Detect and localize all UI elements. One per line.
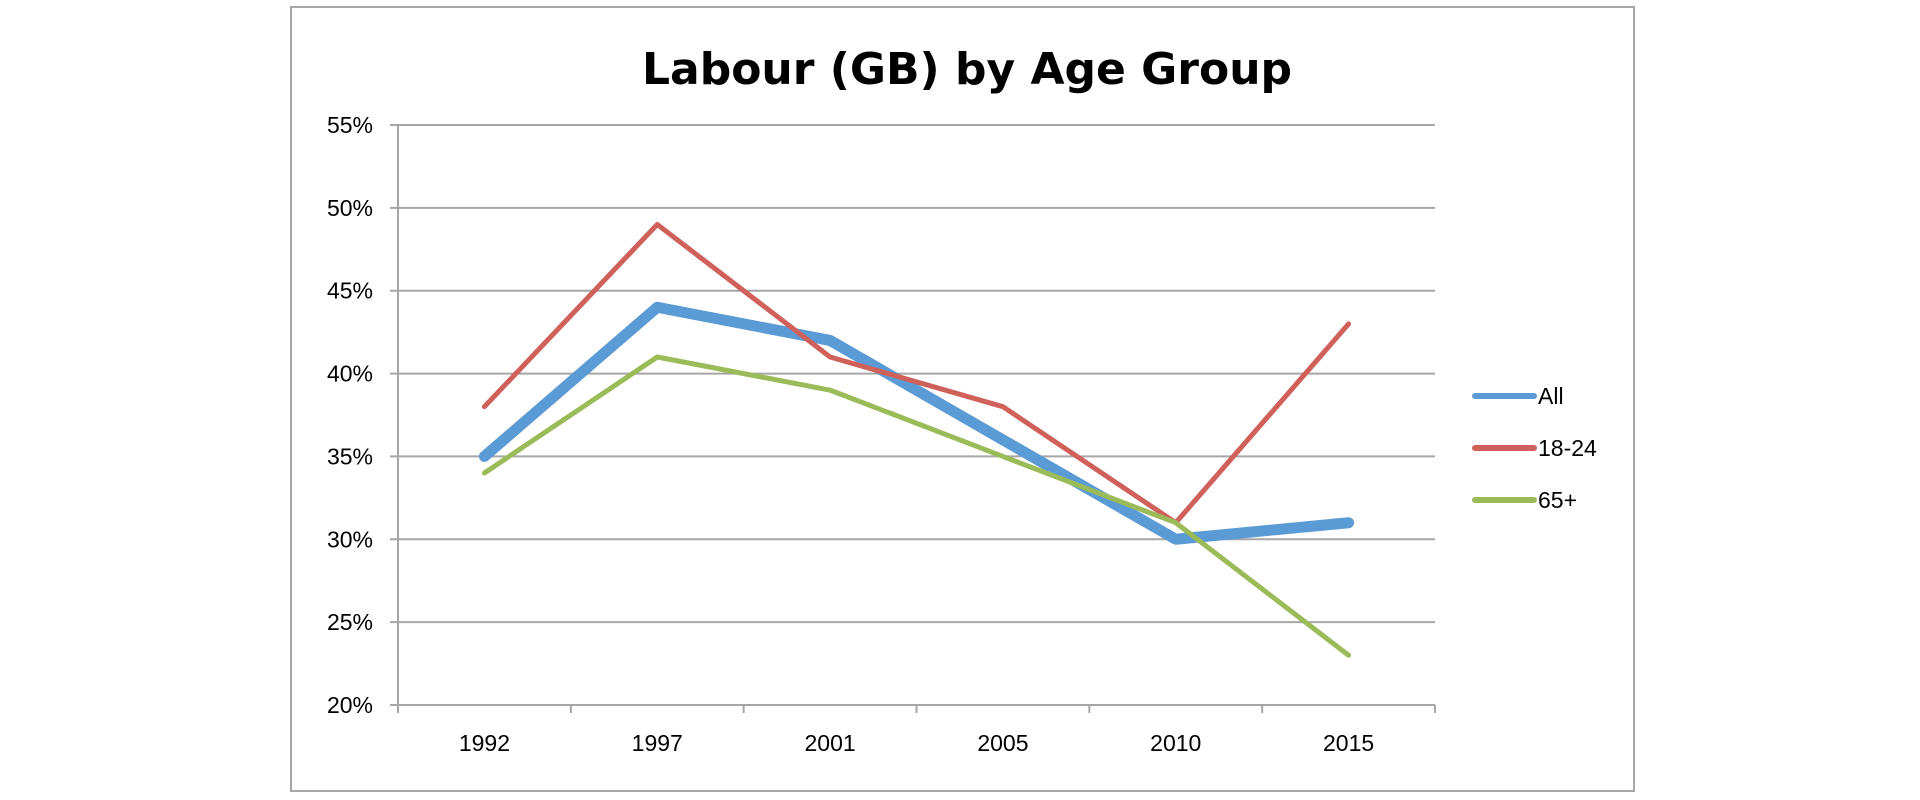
y-tick-label: 20%	[327, 692, 373, 718]
y-axis-ticks: 20% 25% 30% 35% 40% 45% 50% 55%	[327, 112, 373, 718]
y-tick-label: 55%	[327, 112, 373, 138]
line-chart: Labour (GB) by Age Group 20% 25% 30% 35% 40%…	[327, 44, 1597, 756]
x-tick-label: 2001	[804, 730, 855, 756]
y-tick-label: 25%	[327, 609, 373, 635]
legend-label-all: All	[1538, 383, 1564, 409]
series-line-18-24	[481, 221, 1352, 526]
series-line-all	[478, 301, 1355, 545]
x-tick-label: 2015	[1323, 730, 1374, 756]
y-tick-label: 45%	[327, 278, 373, 304]
legend-label-65-: 65+	[1538, 487, 1577, 513]
axes	[397, 125, 1436, 713]
series-lines	[478, 221, 1355, 658]
chart-frame: Labour (GB) by Age Group 20% 25% 30% 35% 40%…	[290, 6, 1635, 792]
series-line-65-	[481, 354, 1352, 658]
y-tick-label: 40%	[327, 361, 373, 387]
y-tick-label: 50%	[327, 195, 373, 221]
legend: All 18-24 65+	[1472, 383, 1597, 513]
legend-label-18-24: 18-24	[1538, 435, 1597, 461]
chart-title: Labour (GB) by Age Group	[642, 44, 1292, 95]
x-axis-ticks: 1992 1997 2001 2005 2010 2015	[459, 730, 1374, 756]
x-tick-label: 1997	[632, 730, 683, 756]
y-tick-label: 35%	[327, 443, 373, 469]
x-tick-label: 2005	[977, 730, 1028, 756]
x-tick-label: 1992	[459, 730, 510, 756]
y-tick-label: 30%	[327, 526, 373, 552]
gridlines	[390, 124, 1435, 706]
x-tick-label: 2010	[1150, 730, 1201, 756]
